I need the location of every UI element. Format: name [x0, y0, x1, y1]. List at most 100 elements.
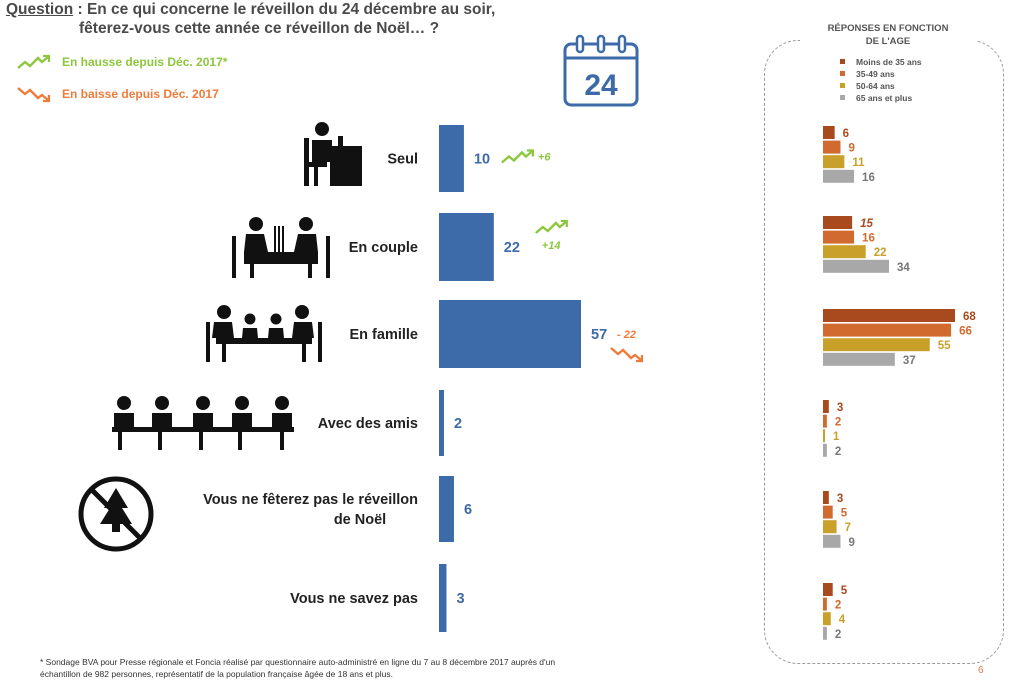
age-panel-title-line1: RÉPONSES EN FONCTION — [827, 23, 949, 34]
trend-delta-label: +14 — [542, 240, 561, 252]
age-legend-label: Moins de 35 ans — [856, 57, 922, 67]
age-legend-swatch — [840, 95, 845, 100]
category-label: En couple — [349, 240, 418, 256]
bar-value-label: 22 — [504, 240, 520, 256]
age-bar-value: 4 — [839, 614, 846, 626]
age-bar-value: 2 — [835, 629, 841, 641]
trend-down-icon — [17, 87, 51, 103]
main-bar-chart: Seul 10 +6 En couple 22 +14 En famille 57 - 22 Av… — [203, 125, 644, 632]
age-bar-value: 9 — [848, 537, 854, 549]
age-bar — [823, 505, 833, 519]
age-bar — [823, 583, 833, 596]
category-label: Avec des amis — [318, 416, 418, 432]
age-bar — [823, 126, 835, 139]
age-bar — [823, 309, 955, 322]
category-label: En famille — [350, 327, 419, 343]
age-bar — [823, 520, 837, 534]
age-bar-value: 5 — [841, 585, 848, 597]
age-bar-value: 15 — [860, 218, 873, 230]
trend-up-icon — [535, 219, 568, 234]
age-legend-swatch — [840, 71, 845, 76]
friends-table-icon — [112, 396, 294, 450]
age-bar — [823, 245, 866, 259]
age-bar — [823, 400, 829, 413]
age-bar-value: 5 — [841, 508, 848, 520]
legend-trend-down: En baisse depuis Déc. 2017 — [62, 87, 219, 101]
main-bar — [439, 564, 447, 632]
age-bar-value: 6 — [843, 128, 849, 140]
age-bar-value: 9 — [848, 143, 854, 155]
category-label: Seul — [387, 152, 418, 168]
age-panel-title-line2: DE L'AGE — [865, 36, 911, 47]
age-bar-value: 2 — [835, 446, 841, 458]
question-title: Question : En ce qui concerne le réveill… — [6, 0, 566, 20]
bar-value-label: 3 — [456, 591, 464, 607]
trend-up-icon — [17, 54, 51, 69]
age-bar-value: 22 — [874, 247, 887, 259]
age-bar — [823, 534, 841, 548]
age-bar — [823, 155, 845, 169]
bar-value-label: 6 — [464, 502, 472, 518]
age-bar — [823, 230, 855, 244]
age-bar-value: 16 — [862, 172, 875, 184]
category-label: Vous ne savez pas — [290, 591, 418, 607]
family-dinner-icon — [206, 305, 322, 362]
age-legend-swatch — [840, 59, 845, 64]
question-line1: : En ce qui concerne le réveillon du 24 … — [73, 1, 496, 18]
age-bar-value: 3 — [837, 493, 843, 505]
age-bar — [823, 429, 825, 443]
calendar-day: 24 — [584, 69, 618, 102]
age-bar — [823, 323, 952, 337]
page-number: 6 — [978, 665, 984, 676]
bar-value-label: 57 — [591, 327, 607, 343]
category-label: Vous ne fêterez pas le réveillon de Noël — [203, 492, 418, 528]
age-bar-value: 37 — [903, 355, 916, 367]
main-bar — [439, 300, 581, 368]
age-bar — [823, 626, 827, 640]
legend-trend-up: En hausse depuis Déc. 2017* — [62, 55, 228, 69]
trend-delta-label: +6 — [538, 152, 551, 164]
age-bar-value: 34 — [897, 262, 910, 274]
age-bar — [823, 140, 841, 154]
trend-delta-label: - 22 — [617, 329, 636, 341]
age-bar-value: 2 — [835, 600, 841, 612]
main-bar — [439, 476, 454, 542]
calendar-icon: 24 — [563, 34, 639, 107]
age-legend-label: 65 ans et plus — [856, 93, 912, 103]
question-line2: fêterez-vous cette année ce réveillon de… — [79, 20, 440, 37]
age-legend-label: 50-64 ans — [856, 81, 895, 91]
trend-down-icon — [610, 347, 644, 363]
age-bar — [823, 414, 827, 428]
age-bar-value: 2 — [835, 417, 841, 429]
couple-dinner-icon — [232, 217, 330, 278]
question-label: Question — [6, 1, 74, 18]
age-bar-value: 11 — [852, 157, 865, 169]
age-bar — [823, 259, 889, 273]
main-bar — [439, 390, 444, 456]
person-alone-icon — [304, 122, 362, 186]
age-bar-value: 7 — [845, 522, 851, 534]
age-bar-value: 16 — [862, 233, 875, 245]
age-bar — [823, 612, 831, 626]
age-bar-value: 1 — [833, 431, 840, 443]
age-legend-swatch — [840, 83, 845, 88]
bar-value-label: 2 — [454, 416, 462, 432]
age-panel-title: RÉPONSES EN FONCTION DE L'AGE — [800, 22, 976, 48]
age-bar — [823, 169, 855, 183]
main-bar — [439, 125, 464, 192]
age-bar — [823, 352, 895, 366]
age-bar — [823, 338, 930, 352]
age-bar-value: 68 — [963, 311, 976, 323]
age-bar-value: 3 — [837, 402, 843, 414]
trend-up-icon — [501, 149, 535, 164]
age-legend-label: 35-49 ans — [856, 69, 895, 79]
main-bar — [439, 213, 494, 281]
footnote: * Sondage BVA pour Presse régionale et F… — [40, 657, 556, 679]
age-bar-value: 66 — [959, 326, 972, 338]
age-bar — [823, 597, 827, 611]
age-bar — [823, 216, 853, 229]
age-bar — [823, 491, 829, 504]
no-christmas-tree-icon — [78, 476, 154, 552]
age-bar-value: 55 — [938, 340, 951, 352]
